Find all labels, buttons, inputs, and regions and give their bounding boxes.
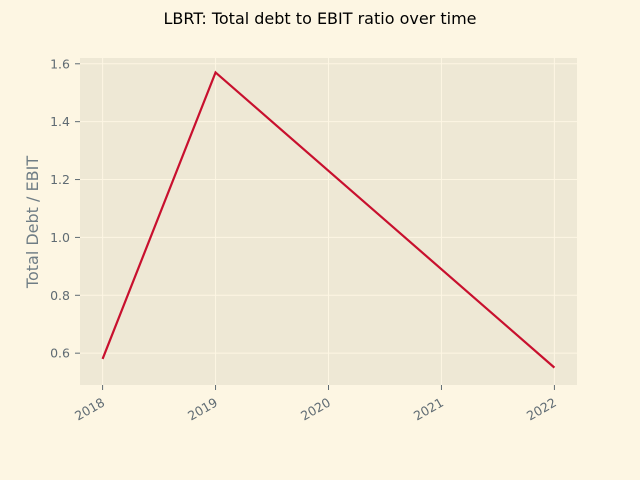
x-tick-label: 2018 [72,395,107,424]
y-tick-label: 1.4 [50,114,70,129]
x-axis: 2018 2019 2020 2021 2022 [72,385,559,424]
y-tick-label: 1.6 [50,56,70,71]
chart-title: LBRT: Total debt to EBIT ratio over time [163,9,476,28]
y-tick-label: 1.0 [50,230,70,245]
x-tick-label: 2022 [524,395,559,424]
series-layer [101,70,556,369]
grid [80,58,577,385]
y-axis: 0.6 0.8 1.0 1.2 1.4 1.6 [50,56,80,361]
x-tick-label: 2020 [298,395,333,424]
y-tick-label: 1.2 [50,172,70,187]
x-tick-label: 2021 [411,395,446,424]
y-tick-label: 0.6 [50,346,70,361]
x-tick-label: 2019 [185,395,220,424]
y-axis-label: Total Debt / EBIT [23,156,42,289]
y-tick-label: 0.8 [50,288,70,303]
